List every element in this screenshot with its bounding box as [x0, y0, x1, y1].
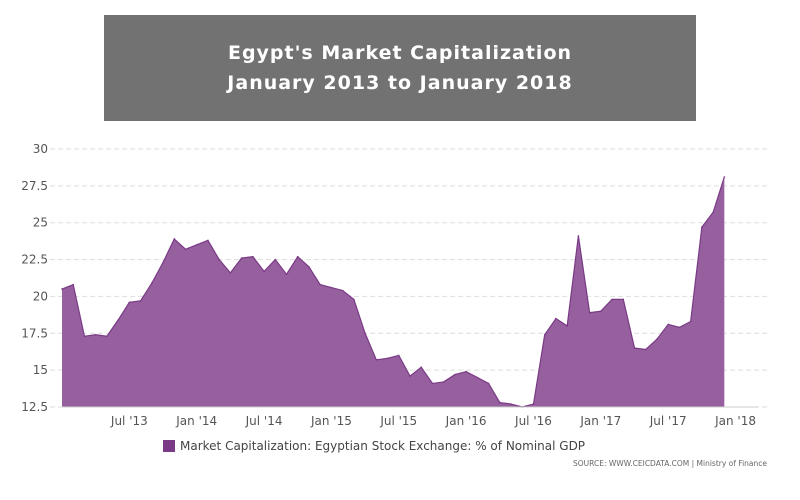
series-area-group: [61, 176, 726, 408]
data-point: [667, 323, 669, 326]
data-point: [139, 300, 142, 302]
x-tick-label: Jul '14: [245, 414, 283, 428]
data-point: [94, 333, 97, 336]
data-point: [678, 326, 681, 329]
data-point: [442, 381, 445, 383]
data-point: [397, 354, 400, 357]
data-point: [487, 382, 490, 385]
y-tick-label: 25: [33, 216, 48, 230]
data-point: [431, 382, 434, 385]
x-tick-label: Jan '16: [445, 414, 487, 428]
data-point: [341, 289, 344, 292]
data-point: [588, 311, 591, 314]
data-point: [252, 255, 254, 258]
data-point: [240, 257, 243, 259]
data-point: [577, 235, 580, 237]
data-point: [296, 255, 299, 258]
x-tick-label: Jan '14: [175, 414, 217, 428]
data-point: [308, 266, 310, 268]
data-point: [285, 273, 288, 276]
data-point: [499, 401, 501, 404]
x-tick-label: Jul '13: [110, 414, 148, 428]
data-point: [61, 288, 63, 290]
x-tick-label: Jul '17: [649, 414, 687, 428]
data-point: [173, 238, 176, 240]
data-point: [701, 226, 703, 228]
data-point: [72, 283, 75, 286]
data-point: [151, 282, 153, 284]
legend-label: Market Capitalization: Egyptian Stock Ex…: [180, 439, 586, 453]
data-point: [409, 375, 411, 377]
legend-swatch: [163, 440, 175, 452]
data-point: [566, 325, 568, 327]
data-point: [644, 348, 647, 351]
data-point: [364, 332, 366, 335]
x-tick-label: Jan '15: [310, 414, 352, 428]
data-point: [106, 335, 108, 338]
data-point: [128, 301, 131, 304]
data-point: [353, 298, 355, 301]
data-point: [454, 373, 456, 376]
data-point: [218, 258, 220, 261]
data-point: [263, 270, 265, 273]
data-point: [184, 248, 187, 251]
chart-title: Egypt's Market Capitalization: [227, 42, 573, 64]
x-tick-label: Jul '16: [514, 414, 552, 428]
data-point: [162, 261, 164, 264]
y-axis: 30 27.5 25 22.5 20 17.5 15 12.5: [21, 142, 48, 414]
data-point: [656, 338, 658, 340]
y-tick-label: 27.5: [21, 179, 48, 193]
series-line: [61, 176, 725, 408]
x-tick-label: Jan '18: [714, 414, 756, 428]
chart-title-box: Egypt's Market Capitalization January 20…: [104, 15, 696, 121]
data-point: [386, 357, 389, 360]
data-point: [420, 366, 423, 368]
data-point: [330, 286, 333, 289]
y-tick-label: 20: [33, 289, 48, 303]
data-point: [532, 403, 535, 405]
data-point: [600, 310, 602, 312]
x-tick-label: Jul '15: [379, 414, 417, 428]
x-axis: Jul '13 Jan '14 Jul '14 Jan '15 Jul '15 Jan '…: [62, 406, 758, 428]
data-point: [375, 359, 378, 361]
data-point: [723, 176, 726, 178]
data-point: [319, 283, 321, 286]
y-tick-label: 30: [33, 142, 48, 156]
legend: Market Capitalization: Egyptian Stock Ex…: [163, 439, 585, 453]
y-tick-label: 17.5: [21, 326, 48, 340]
data-point: [510, 403, 512, 405]
data-point: [207, 239, 209, 242]
data-point: [543, 333, 546, 336]
data-point: [229, 272, 232, 274]
data-point: [274, 258, 277, 261]
data-point: [117, 319, 119, 321]
data-point: [83, 335, 86, 338]
data-point: [622, 298, 625, 301]
data-point: [476, 376, 479, 379]
data-point: [611, 298, 613, 301]
data-point: [633, 347, 636, 349]
x-tick-label: Jan '17: [579, 414, 621, 428]
source-note: SOURCE: WWW.CEICDATA.COM | Ministry of F…: [572, 459, 767, 468]
data-point: [465, 370, 467, 373]
y-tick-label: 22.5: [21, 253, 48, 267]
y-tick-label: 12.5: [21, 400, 48, 414]
chart-subtitle: January 2013 to January 2018: [227, 72, 573, 94]
data-point: [712, 211, 714, 214]
data-point: [195, 244, 198, 246]
y-tick-label: 15: [33, 363, 48, 377]
data-point: [689, 320, 692, 323]
data-point: [555, 317, 557, 320]
series-area: [62, 177, 725, 407]
